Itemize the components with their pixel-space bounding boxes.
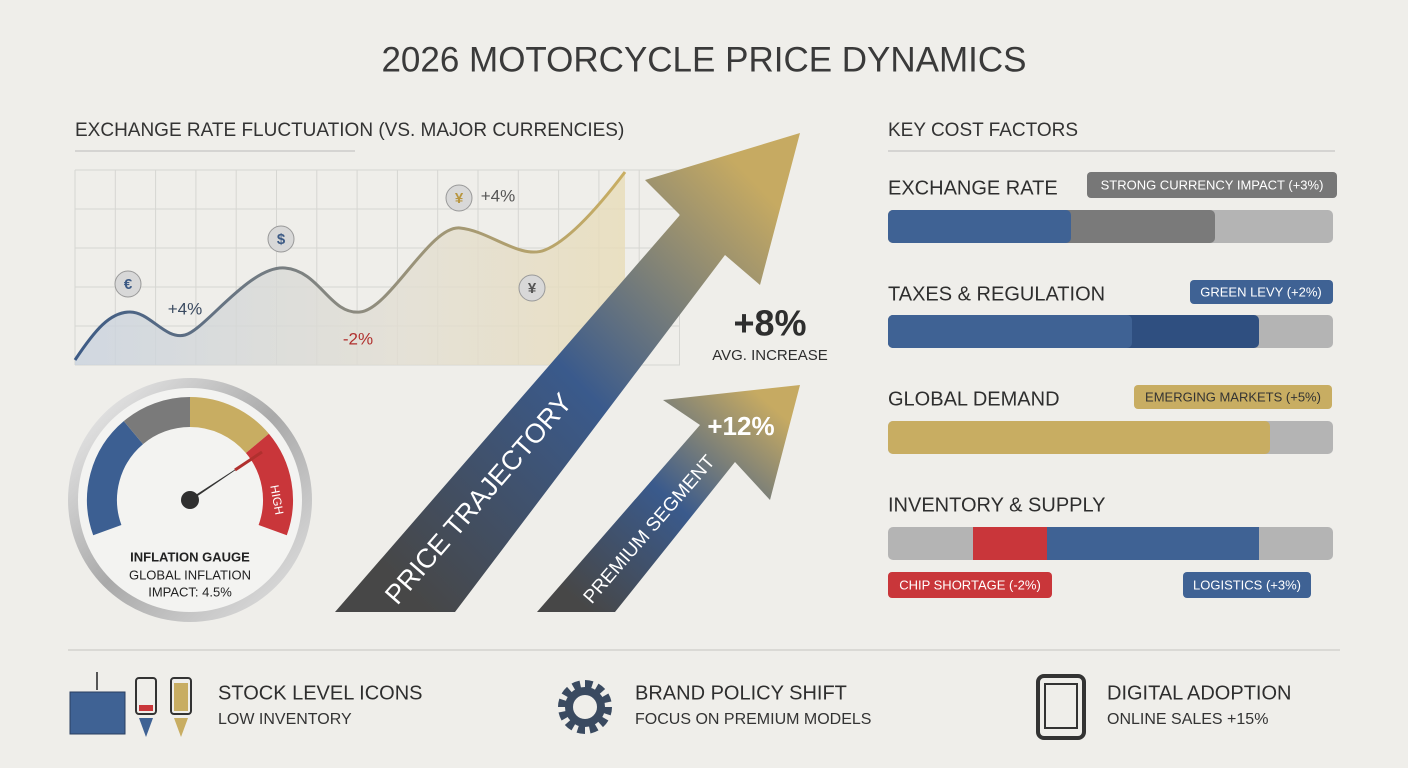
coin: ¥: [518, 274, 546, 302]
icon-part: [174, 683, 188, 711]
footer-title: DIGITAL ADOPTION: [1107, 682, 1291, 704]
coin: €: [114, 270, 142, 298]
coin-face: [518, 274, 546, 302]
page-title: 2026 MOTORCYCLE PRICE DYNAMICS: [381, 40, 1026, 79]
icon-part: [174, 718, 188, 737]
icon-part: [565, 687, 605, 727]
coin: ¥: [445, 184, 473, 212]
gauge-zone: [123, 397, 191, 445]
factor-name: INVENTORY & SUPPLY: [888, 494, 1106, 516]
factor-tag: [1134, 385, 1332, 409]
bar-segment: [888, 421, 1270, 454]
gauge-text: GLOBAL INFLATION: [129, 567, 251, 582]
factor-name: EXCHANGE RATE: [888, 177, 1058, 199]
coin-face: [445, 184, 473, 212]
footer-subtitle: LOW INVENTORY: [218, 711, 352, 728]
inflation-gauge: HIGH INFLATION GAUGE GLOBAL INFLATION IM…: [68, 378, 312, 622]
section-heading: EXCHANGE RATE FLUCTUATION (VS. MAJOR CUR…: [75, 120, 624, 141]
gauge-title: INFLATION GAUGE: [130, 549, 250, 564]
tag-text: LOGISTICS (+3%): [1193, 577, 1301, 592]
icon-part: [69, 691, 126, 735]
tag-text: GREEN LEVY (+2%): [1200, 284, 1322, 299]
factor-bar: [888, 210, 1333, 243]
icon-part: [1044, 683, 1078, 729]
premium-arrow: [537, 385, 800, 612]
coin-symbol: ¥: [455, 190, 464, 207]
factor-name: TAXES & REGULATION: [888, 283, 1105, 305]
tag-text: STRONG CURRENCY IMPACT (+3%): [1101, 177, 1324, 192]
needle-tip: [234, 450, 263, 472]
coin-symbol: ¥: [528, 280, 537, 297]
factor-bar: [888, 315, 1333, 348]
footer-subtitle: ONLINE SALES +15%: [1107, 711, 1268, 728]
gauge-text: IMPACT: 4.5%: [148, 584, 232, 599]
bar-segment: [1047, 527, 1259, 560]
footer-subtitle: FOCUS ON PREMIUM MODELS: [635, 711, 871, 728]
icon-part: [170, 677, 192, 715]
change-label: +4%: [168, 299, 203, 318]
factor-name: GLOBAL DEMAND: [888, 388, 1060, 410]
footer-title: STOCK LEVEL ICONS: [218, 682, 423, 704]
bar-segment: [888, 315, 1132, 348]
main-caption: AVG. INCREASE: [712, 347, 828, 364]
footer-title: BRAND POLICY SHIFT: [635, 682, 847, 704]
trend-area: [75, 172, 625, 365]
factor-bar: [888, 527, 1333, 560]
icon-part: [139, 705, 153, 711]
premium-change: +12%: [707, 411, 774, 441]
coin-symbol: $: [277, 231, 286, 248]
change-label: -2%: [343, 329, 373, 348]
trend-line: [73, 171, 627, 361]
factor-tag: [1190, 280, 1333, 304]
needle-hub: [181, 491, 199, 509]
coin-face: [267, 225, 295, 253]
tag-text: EMERGING MARKETS (+5%): [1145, 389, 1321, 404]
section-heading: KEY COST FACTORS: [888, 120, 1078, 141]
coin: $: [267, 225, 295, 253]
main-change: +8%: [733, 303, 806, 344]
tablet-icon: [1036, 674, 1086, 740]
coin-face: [114, 270, 142, 298]
trajectory-arrow: [335, 133, 800, 612]
factor-tag: [1183, 572, 1311, 598]
change-label: +4%: [481, 186, 516, 205]
factor-bar: [888, 421, 1333, 454]
icon-part: [558, 680, 612, 734]
gear-icon: [558, 680, 612, 734]
factor-tag: [1087, 172, 1337, 198]
bar-segment: [973, 527, 1047, 560]
zone-label: HIGH: [267, 484, 286, 516]
gauge-zone: [189, 397, 269, 454]
coin-symbol: €: [124, 276, 133, 293]
gauge-zone: [87, 421, 144, 536]
icon-part: [139, 718, 153, 737]
gauge-zone: [245, 433, 293, 536]
tag-text: CHIP SHORTAGE (-2%): [899, 577, 1041, 592]
container-icon: [69, 672, 192, 737]
icon-part: [135, 677, 157, 715]
icon-part: [1036, 674, 1086, 740]
bar-segment: [888, 210, 1071, 243]
factor-tag: [888, 572, 1052, 598]
